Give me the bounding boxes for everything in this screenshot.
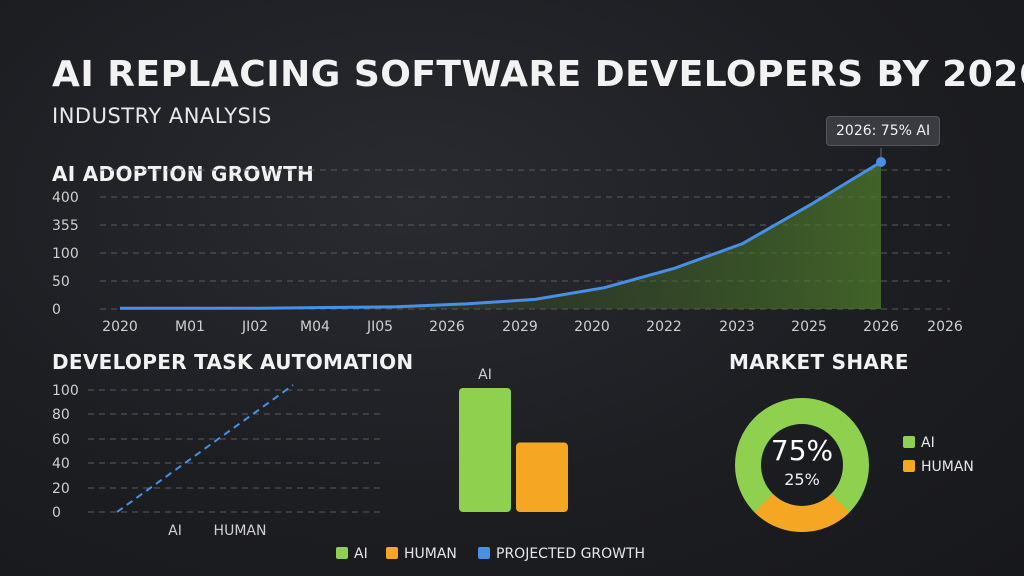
growth-end-point	[876, 157, 886, 167]
legend-label: AI	[354, 546, 368, 562]
automation-chart-title: DEVELOPER TASK AUTOMATION	[52, 350, 414, 374]
bar-data-label: AI	[478, 367, 492, 383]
growth-x-tick: 2026	[863, 319, 899, 335]
automation-y-tick: 20	[52, 481, 70, 497]
automation-y-tick: 0	[52, 505, 61, 521]
growth-chart: 0 50 100 355 400 2020 M01 JI02 M04 JI05 2026 2029 20…	[52, 148, 963, 335]
automation-projected-line	[116, 384, 294, 513]
bar-human	[516, 442, 568, 512]
legend-swatch-projected	[478, 547, 490, 559]
growth-y-tick: 400	[52, 190, 79, 206]
growth-line	[120, 160, 882, 310]
growth-y-tick: 0	[52, 302, 61, 318]
growth-area	[120, 162, 881, 309]
growth-x-tick: 2029	[502, 319, 538, 335]
page-title: AI REPLACING SOFTWARE DEVELOPERS BY 2026…	[52, 54, 1024, 95]
growth-x-tick: 2023	[719, 319, 755, 335]
growth-y-tick: 50	[52, 274, 70, 290]
growth-x-tick: 2026	[429, 319, 465, 335]
bottom-legend: AI HUMAN PROJECTED GROWTH	[336, 546, 645, 562]
growth-x-tick: M01	[175, 319, 205, 335]
growth-y-tick: 100	[52, 246, 79, 262]
growth-chart-title: AI ADOPTION GROWTH	[52, 162, 315, 186]
page-subtitle: INDUSTRY ANALYSIS	[52, 104, 272, 128]
legend-swatch-human	[386, 547, 398, 559]
market-share-donut: 75% 25% AI HUMAN	[735, 398, 974, 532]
automation-x-label: AI	[168, 523, 182, 539]
growth-y-tick: 355	[52, 218, 79, 234]
growth-x-tick: 2025	[791, 319, 827, 335]
growth-x-tick: JI02	[241, 319, 268, 335]
growth-x-tick: M04	[300, 319, 330, 335]
automation-chart: 0 20 40 60 80 100 AI HUMAN	[52, 383, 380, 539]
donut-center-primary: 75%	[771, 434, 833, 467]
automation-y-tick: 60	[52, 432, 70, 448]
bar-chart: AI	[459, 367, 568, 512]
growth-x-tick: 2020	[574, 319, 610, 335]
legend-label: PROJECTED GROWTH	[496, 546, 645, 562]
growth-tooltip: 2026: 75% AI	[826, 116, 941, 146]
growth-x-tick: 2022	[646, 319, 682, 335]
automation-y-tick: 40	[52, 456, 70, 472]
donut-legend-swatch	[903, 460, 915, 472]
growth-x-tick: JI05	[366, 319, 393, 335]
automation-y-tick: 100	[52, 383, 79, 399]
donut-center-secondary: 25%	[784, 470, 820, 489]
donut-slice-human	[735, 398, 869, 532]
automation-y-tick: 80	[52, 407, 70, 423]
growth-x-tick: 2026	[927, 319, 963, 335]
legend-swatch-ai	[336, 547, 348, 559]
donut-legend-label: HUMAN	[921, 459, 974, 475]
market-share-title: MARKET SHARE	[729, 350, 909, 374]
donut-legend-swatch	[903, 436, 915, 448]
growth-x-tick: 2020	[102, 319, 138, 335]
automation-x-label: HUMAN	[214, 523, 267, 539]
bar-ai	[459, 388, 511, 512]
legend-label: HUMAN	[404, 546, 457, 562]
donut-legend-label: AI	[921, 435, 935, 451]
